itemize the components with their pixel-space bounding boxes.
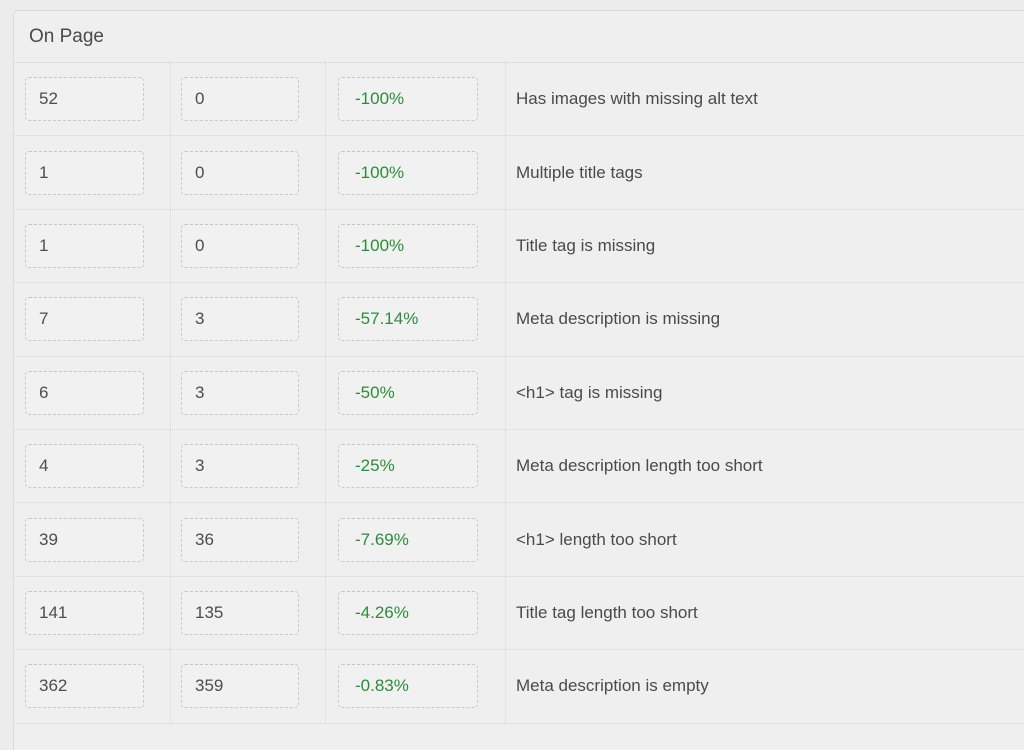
after-count-value: 3: [195, 309, 205, 329]
issue-label: Has images with missing alt text: [516, 89, 758, 109]
table-row: 39 36 -7.69% <h1> length too short: [14, 503, 1024, 577]
percent-change-value: -100%: [355, 162, 405, 182]
panel-header: On Page: [14, 11, 1024, 63]
before-count-box: 6: [25, 370, 144, 415]
percent-change-value: -4.26%: [355, 602, 409, 622]
issue-label: Meta description length too short: [516, 456, 763, 476]
before-count-box: 39: [25, 517, 144, 562]
before-count-box: 1: [25, 223, 144, 268]
after-count-value: 0: [195, 235, 205, 255]
before-count-box: 362: [25, 664, 144, 709]
after-count-box: 0: [181, 223, 299, 268]
percent-change-value: -100%: [355, 89, 405, 109]
before-count-value: 4: [39, 456, 49, 476]
issues-table: 52 0 -100% Has images with missing alt t…: [14, 63, 1024, 724]
after-count-value: 36: [195, 529, 214, 549]
on-page-panel: On Page 52 0 -100% Has images with missi…: [13, 10, 1024, 750]
after-count-box: 359: [181, 664, 299, 709]
after-count-value: 0: [195, 89, 205, 109]
issue-label: Title tag length too short: [516, 602, 698, 622]
percent-change-value: -0.83%: [355, 676, 409, 696]
issue-label: Meta description is missing: [516, 309, 721, 329]
percent-change-box: -25%: [338, 444, 478, 489]
issue-label: Meta description is empty: [516, 676, 709, 696]
table-row: 1 0 -100% Title tag is missing: [14, 209, 1024, 284]
before-count-value: 52: [39, 89, 58, 109]
table-row: 141 135 -4.26% Title tag length too shor…: [14, 576, 1024, 651]
after-count-value: 3: [195, 456, 205, 476]
after-count-box: 0: [181, 77, 299, 122]
table-row: 7 3 -57.14% Meta description is missing: [14, 283, 1024, 357]
percent-change-box: -50%: [338, 370, 478, 415]
percent-change-box: -100%: [338, 77, 478, 122]
after-count-value: 135: [195, 602, 224, 622]
after-count-box: 3: [181, 370, 299, 415]
percent-change-box: -100%: [338, 150, 478, 195]
percent-change-box: -4.26%: [338, 590, 478, 635]
after-count-value: 3: [195, 382, 205, 402]
percent-change-box: -100%: [338, 223, 478, 268]
after-count-box: 135: [181, 590, 299, 635]
table-row: 4 3 -25% Meta description length too sho…: [14, 429, 1024, 504]
issue-label: <h1> length too short: [516, 529, 677, 549]
before-count-value: 39: [39, 529, 58, 549]
percent-change-box: -7.69%: [338, 517, 478, 562]
percent-change-box: -0.83%: [338, 664, 478, 709]
before-count-box: 52: [25, 77, 144, 122]
after-count-box: 3: [181, 444, 299, 489]
table-row: 362 359 -0.83% Meta description is empty: [14, 650, 1024, 724]
after-count-box: 3: [181, 297, 299, 342]
page-background: { "panel": { "title": "On Page" }, "colo…: [13, 10, 1024, 750]
issue-label: Title tag is missing: [516, 235, 656, 255]
panel-title: On Page: [29, 25, 104, 47]
table-row: 6 3 -50% <h1> tag is missing: [14, 356, 1024, 430]
percent-change-value: -50%: [355, 382, 395, 402]
before-count-value: 7: [39, 309, 49, 329]
before-count-value: 1: [39, 162, 49, 182]
before-count-box: 4: [25, 444, 144, 489]
before-count-value: 6: [39, 382, 49, 402]
percent-change-value: -25%: [355, 456, 395, 476]
percent-change-value: -57.14%: [355, 309, 419, 329]
after-count-box: 0: [181, 150, 299, 195]
issue-label: Multiple title tags: [516, 162, 643, 182]
before-count-box: 141: [25, 590, 144, 635]
after-count-value: 359: [195, 676, 224, 696]
before-count-box: 7: [25, 297, 144, 342]
after-count-value: 0: [195, 162, 205, 182]
percent-change-value: -7.69%: [355, 529, 409, 549]
issue-label: <h1> tag is missing: [516, 382, 663, 402]
percent-change-value: -100%: [355, 235, 405, 255]
before-count-value: 362: [39, 676, 68, 696]
before-count-box: 1: [25, 150, 144, 195]
table-row: 52 0 -100% Has images with missing alt t…: [14, 63, 1024, 137]
table-row: 1 0 -100% Multiple title tags: [14, 136, 1024, 210]
percent-change-box: -57.14%: [338, 297, 478, 342]
before-count-value: 141: [39, 602, 68, 622]
before-count-value: 1: [39, 235, 49, 255]
after-count-box: 36: [181, 517, 299, 562]
